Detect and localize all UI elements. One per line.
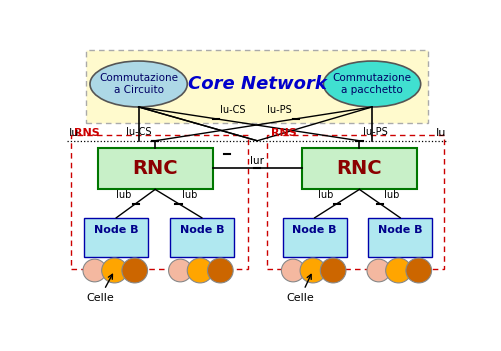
Text: Iu: Iu [435,128,445,138]
Text: Commutazione
a Circuito: Commutazione a Circuito [99,73,178,95]
Text: Iu-CS: Iu-CS [126,127,151,137]
Bar [98,147,212,190]
Ellipse shape [320,258,345,283]
Text: Iu-PS: Iu-PS [267,105,292,115]
Text: Celle: Celle [86,274,114,303]
Bar [367,218,431,257]
Text: RNS: RNS [74,128,100,138]
Text: Core Network: Core Network [187,75,326,93]
Bar [302,147,416,190]
Text: Node B: Node B [377,225,422,235]
Text: Node B: Node B [94,225,138,235]
Ellipse shape [300,258,325,283]
Ellipse shape [101,258,127,283]
Text: Celle: Celle [286,274,314,303]
Text: Iub: Iub [116,190,132,200]
Text: RNC: RNC [336,159,381,178]
Ellipse shape [168,259,191,282]
Ellipse shape [323,61,420,107]
Bar [84,218,148,257]
Ellipse shape [90,61,187,107]
Bar [86,50,427,123]
Ellipse shape [187,258,212,283]
Text: Node B: Node B [179,225,223,235]
Ellipse shape [366,259,390,282]
Ellipse shape [405,258,431,283]
Text: RNS: RNS [271,128,296,138]
Bar [169,218,233,257]
Text: Iur: Iur [250,156,264,166]
Ellipse shape [122,258,147,283]
Bar [282,218,346,257]
Bar [70,135,247,269]
Ellipse shape [281,259,304,282]
Bar [267,135,443,269]
Text: Iub: Iub [383,190,398,200]
Ellipse shape [207,258,232,283]
Text: Commutazione
a pacchetto: Commutazione a pacchetto [332,73,411,95]
Ellipse shape [83,259,106,282]
Text: Node B: Node B [292,225,336,235]
Ellipse shape [385,258,410,283]
Text: RNC: RNC [132,159,178,178]
Text: Iub: Iub [317,190,333,200]
Text: Iu-CS: Iu-CS [219,105,245,115]
Text: Iub: Iub [182,190,197,200]
Text: Iu: Iu [69,128,79,138]
Text: Iu-PS: Iu-PS [363,127,387,137]
